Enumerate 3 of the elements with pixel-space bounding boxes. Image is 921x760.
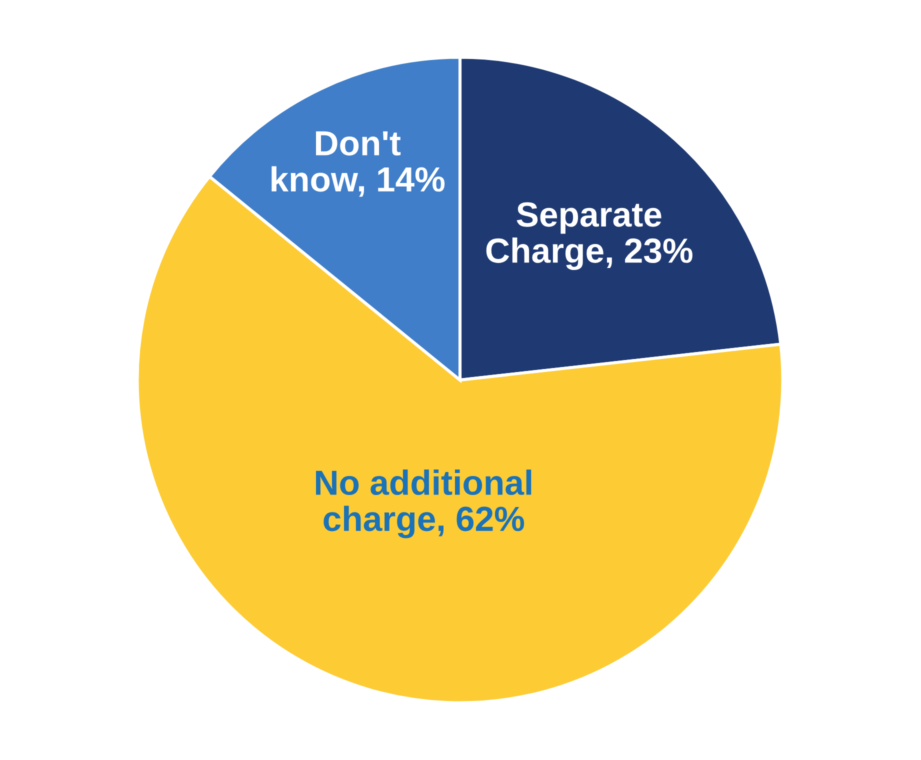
slice-label: Separate Charge, 23% bbox=[486, 202, 692, 270]
slice-label: No additional charge, 62% bbox=[316, 470, 532, 538]
slice-label: Don't know, 14% bbox=[272, 131, 445, 197]
